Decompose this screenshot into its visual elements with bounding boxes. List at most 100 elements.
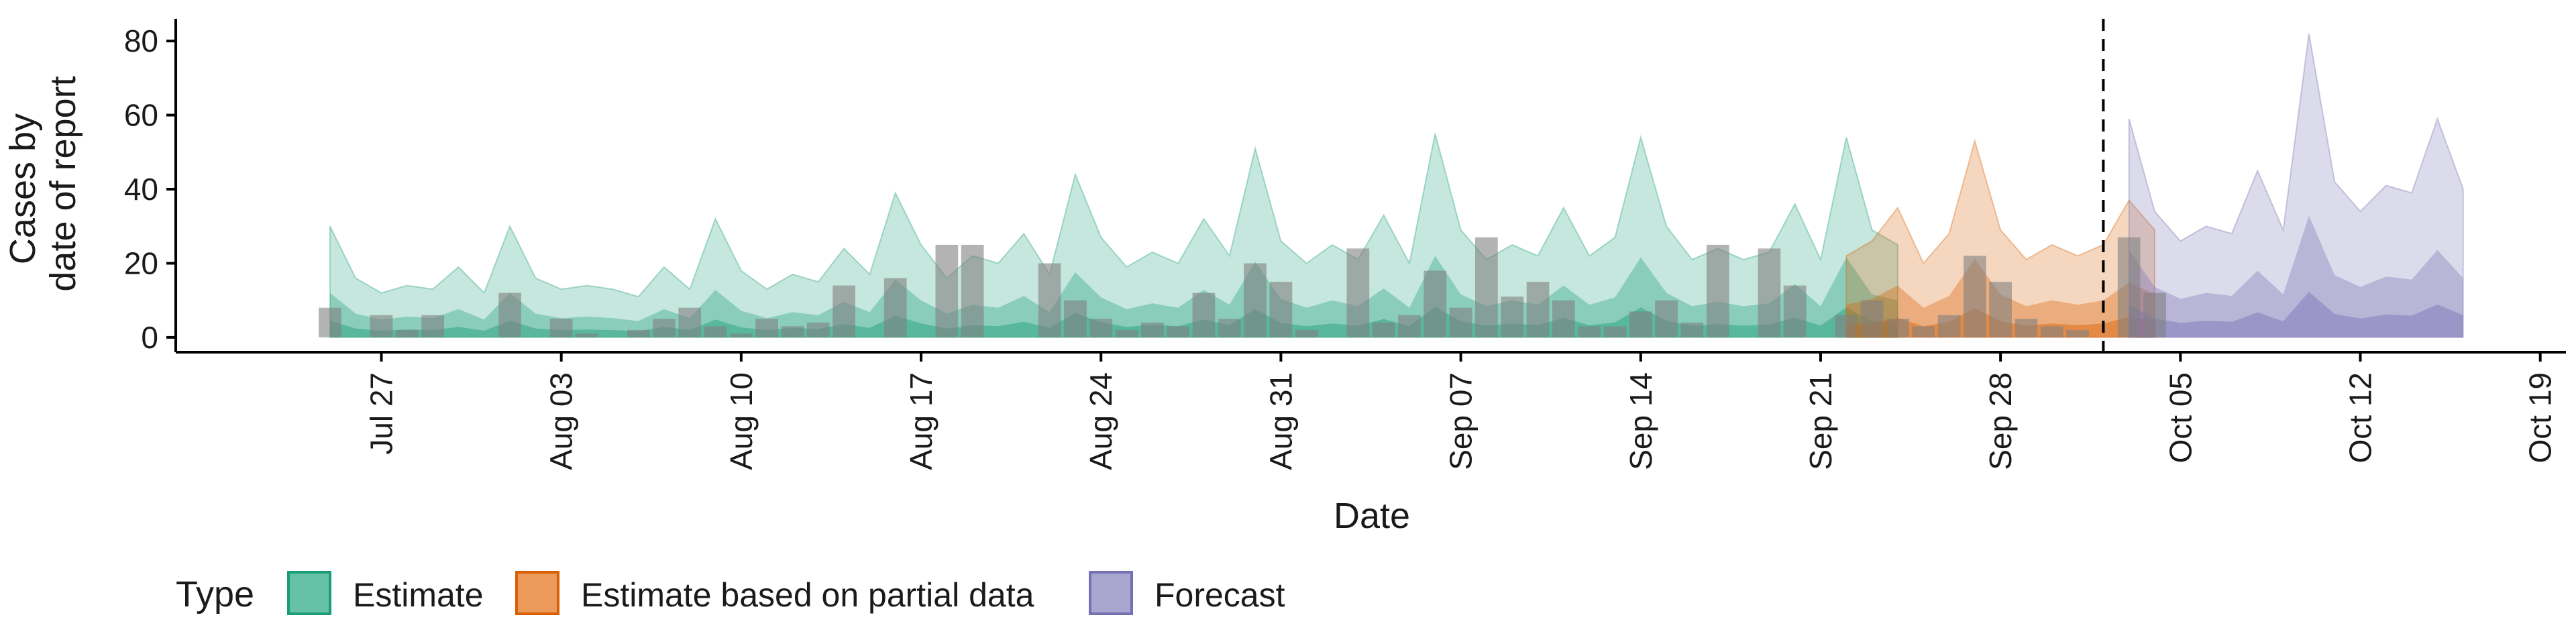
legend-label: Estimate based on partial data bbox=[581, 576, 1034, 614]
x-tick-label: Oct 12 bbox=[2343, 372, 2378, 464]
y-tick-label: 0 bbox=[141, 320, 158, 355]
legend-label: Forecast bbox=[1155, 576, 1285, 614]
reported-case-bar bbox=[2066, 329, 2089, 337]
reported-case-bar bbox=[1475, 237, 1498, 337]
reported-case-bar bbox=[2015, 319, 2038, 337]
reported-case-bar bbox=[1655, 300, 1678, 337]
y-axis-title: Cases by date of report bbox=[3, 76, 83, 291]
y-axis-title-line-1: Cases by bbox=[3, 113, 43, 264]
legend-swatch bbox=[515, 571, 559, 615]
reported-case-bar bbox=[1706, 244, 1729, 337]
reported-case-bar bbox=[1346, 248, 1370, 337]
x-tick-label: Aug 24 bbox=[1083, 372, 1118, 470]
y-tick-label: 40 bbox=[124, 172, 158, 207]
x-axis-title: Date bbox=[1334, 496, 1410, 536]
reported-case-bar bbox=[1860, 300, 1884, 337]
x-tick-label: Sep 21 bbox=[1803, 372, 1838, 470]
band-estimate-based-on-partial-data-outer bbox=[1845, 138, 2155, 338]
reported-case-bar bbox=[319, 307, 341, 337]
axes bbox=[174, 19, 2566, 354]
reported-case-bar bbox=[1372, 322, 1395, 337]
reported-case-bar bbox=[1552, 300, 1575, 337]
x-tick-label: Oct 19 bbox=[2523, 372, 2558, 464]
reported-case-bar bbox=[1295, 329, 1318, 337]
reported-case-bar bbox=[2143, 292, 2166, 337]
reported-case-bar bbox=[1603, 326, 1627, 337]
reported-case-bar bbox=[1501, 297, 1524, 337]
reported-case-bar bbox=[1912, 326, 1935, 337]
x-tick-label: Oct 05 bbox=[2163, 372, 2198, 464]
reported-case-bar bbox=[935, 244, 959, 337]
reported-case-bar bbox=[2040, 326, 2063, 337]
x-tick-label: Aug 17 bbox=[904, 372, 938, 470]
x-tick-label: Aug 03 bbox=[544, 372, 579, 470]
y-axis-title-line-2: date of report bbox=[43, 76, 83, 291]
reported-case-bars bbox=[319, 237, 2166, 337]
reported-case-bar bbox=[1244, 263, 1267, 337]
x-tick-label: Sep 07 bbox=[1444, 372, 1479, 470]
reported-case-bar bbox=[1398, 315, 1421, 337]
legend-swatch bbox=[287, 571, 331, 615]
band-estimate-outer bbox=[329, 133, 1898, 338]
reported-case-bar bbox=[1886, 319, 1909, 337]
reported-case-bar bbox=[1115, 329, 1138, 337]
x-tick-label: Sep 14 bbox=[1623, 372, 1658, 470]
reported-case-bar bbox=[1141, 322, 1164, 337]
band-forecast-outer bbox=[2128, 33, 2464, 338]
reported-case-bar bbox=[370, 315, 393, 337]
y-tick-label: 60 bbox=[124, 98, 158, 133]
reported-case-bar bbox=[1218, 319, 1241, 337]
x-tick-label: Sep 28 bbox=[1983, 372, 2018, 470]
reported-case-bar bbox=[498, 292, 521, 337]
reported-case-bar bbox=[1578, 326, 1601, 337]
reported-case-bar bbox=[678, 307, 702, 337]
reported-case-bar bbox=[1038, 263, 1061, 337]
x-axis-ticks: Jul 27 Aug 03 Aug 10 Aug 17 Aug 24 Aug 31 Sep … bbox=[364, 352, 2558, 470]
reported-case-bar bbox=[576, 333, 598, 337]
reported-case-bar bbox=[1424, 270, 1447, 337]
svg-text:Cases by date of report: Cases by date of report bbox=[3, 76, 83, 291]
estimate-bands bbox=[329, 33, 2464, 338]
reported-case-bar bbox=[1192, 292, 1216, 337]
reported-case-bar bbox=[1680, 322, 1704, 337]
x-tick-label: Aug 31 bbox=[1263, 372, 1298, 470]
reported-case-bar bbox=[549, 319, 573, 337]
reported-case-bar bbox=[1835, 315, 1858, 337]
x-tick-label: Aug 10 bbox=[724, 372, 759, 470]
reported-case-bar bbox=[1783, 285, 1807, 337]
legend-label: Estimate bbox=[353, 576, 484, 614]
reported-case-bar bbox=[704, 326, 727, 337]
reported-case-bar bbox=[421, 315, 444, 337]
reported-case-bar bbox=[1064, 300, 1087, 337]
legend-swatch bbox=[1089, 571, 1133, 615]
reported-case-bar bbox=[1758, 248, 1781, 337]
reported-case-bar bbox=[883, 278, 907, 337]
y-axis-ticks: 0 20 40 60 80 bbox=[124, 23, 176, 355]
reported-case-bar bbox=[1449, 307, 1472, 337]
reported-case-bar bbox=[395, 329, 419, 337]
reported-case-bar bbox=[1629, 311, 1652, 337]
reported-case-bar bbox=[1089, 319, 1113, 337]
reported-case-bar bbox=[806, 322, 830, 337]
reported-case-bar bbox=[627, 329, 650, 337]
x-tick-label: Jul 27 bbox=[364, 372, 399, 455]
legend: Type Estimate Estimate based on partial da… bbox=[176, 571, 1285, 615]
reported-case-bar bbox=[1526, 282, 1550, 337]
reported-case-bar bbox=[653, 319, 676, 337]
reported-case-bar bbox=[1269, 282, 1293, 337]
reported-case-bar bbox=[1167, 326, 1189, 337]
reported-case-bar bbox=[2117, 237, 2141, 337]
y-tick-label: 20 bbox=[124, 246, 158, 280]
band-forecast-mid bbox=[2129, 215, 2463, 337]
reported-case-bar bbox=[730, 333, 753, 337]
reported-case-bar bbox=[1989, 282, 2012, 337]
y-tick-label: 80 bbox=[124, 23, 158, 58]
reported-case-bar bbox=[961, 244, 984, 337]
band-forecast-inner bbox=[2129, 292, 2463, 337]
reported-case-bar bbox=[1937, 315, 1961, 337]
reported-case-bar bbox=[833, 285, 855, 337]
reported-case-bar bbox=[781, 326, 804, 337]
reported-case-bar bbox=[1964, 256, 1986, 337]
legend-title: Type bbox=[176, 574, 254, 614]
